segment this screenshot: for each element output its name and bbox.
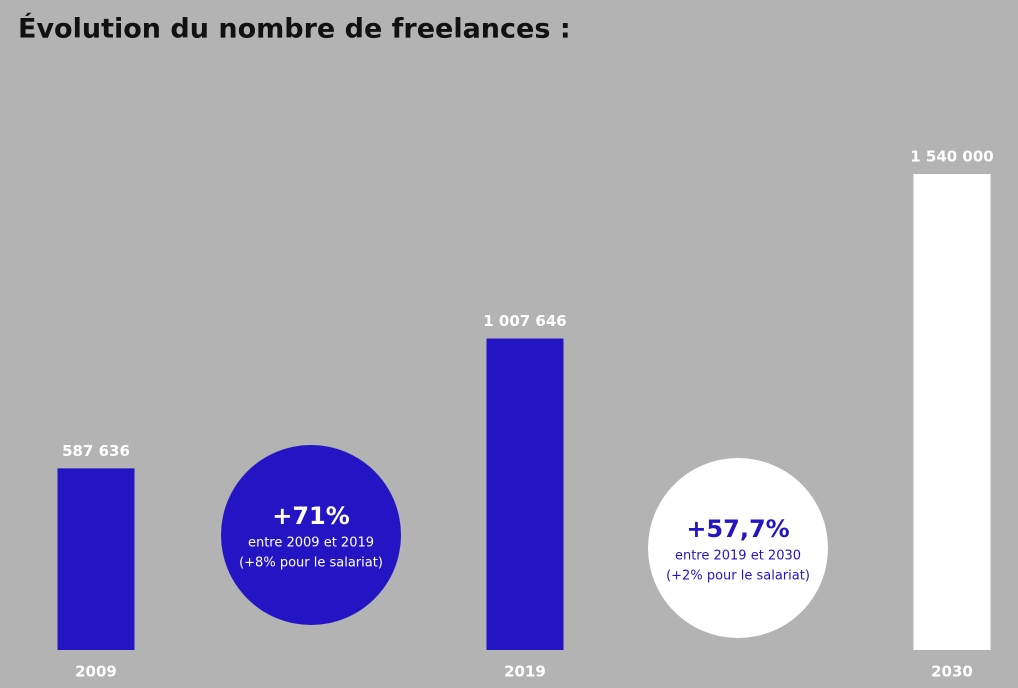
bar (486, 338, 564, 650)
annotation-line: entre 2009 et 2019 (248, 536, 374, 551)
annotation-line: (+2% pour le salariat) (666, 569, 810, 584)
annotation-line: entre 2019 et 2030 (675, 549, 801, 564)
x-tick-label: 2009 (75, 663, 117, 681)
bar (913, 174, 991, 650)
x-tick-label: 2030 (931, 663, 973, 681)
chart-title: Évolution du nombre de freelances : (18, 13, 571, 45)
annotation-line: (+8% pour le salariat) (239, 556, 383, 571)
annotation-circle (648, 458, 828, 638)
annotation-headline: +57,7% (686, 515, 789, 543)
value-label: 1 007 646 (483, 312, 567, 330)
value-label: 587 636 (62, 442, 130, 460)
value-label: 1 540 000 (910, 148, 994, 166)
bar (57, 468, 135, 650)
annotation-circle (221, 445, 401, 625)
x-tick-label: 2019 (504, 663, 546, 681)
annotation-headline: +71% (272, 502, 350, 530)
